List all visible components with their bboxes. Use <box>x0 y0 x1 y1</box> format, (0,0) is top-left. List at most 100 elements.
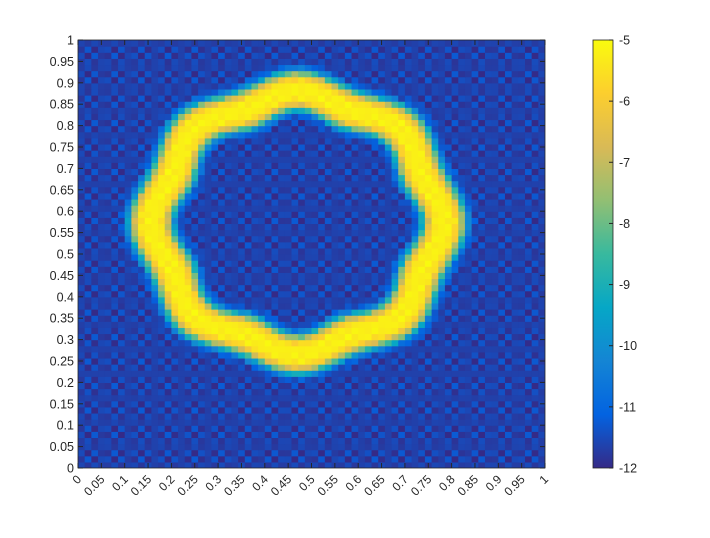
heatmap-cell <box>91 230 98 237</box>
heatmap-cell <box>271 346 278 353</box>
heatmap-cell <box>385 437 392 444</box>
heatmap-cell <box>125 52 132 59</box>
heatmap-cell <box>412 193 419 200</box>
heatmap-cell <box>332 95 339 102</box>
heatmap-cell <box>205 291 212 298</box>
heatmap-cell <box>171 327 178 334</box>
heatmap-cell <box>418 132 425 139</box>
heatmap-cell <box>131 407 138 414</box>
heatmap-cell <box>505 113 512 120</box>
heatmap-cell <box>452 205 459 212</box>
heatmap-cell <box>138 40 145 47</box>
heatmap-cell <box>205 462 212 469</box>
heatmap-cell <box>458 181 465 188</box>
heatmap-cell <box>312 431 319 438</box>
heatmap-cell <box>145 107 152 114</box>
heatmap-cell <box>452 456 459 463</box>
heatmap-cell <box>485 401 492 408</box>
heatmap-cell <box>318 230 325 237</box>
heatmap-cell <box>125 303 132 310</box>
heatmap-cell <box>245 89 252 96</box>
heatmap-cell <box>85 278 92 285</box>
heatmap-cell <box>352 401 359 408</box>
heatmap-cell <box>191 58 198 65</box>
heatmap-cell <box>98 352 105 359</box>
heatmap-cell <box>412 126 419 133</box>
heatmap-cell <box>305 437 312 444</box>
heatmap-cell <box>318 40 325 47</box>
heatmap-cell <box>178 95 185 102</box>
heatmap-cell <box>452 168 459 175</box>
heatmap-cell <box>151 89 158 96</box>
heatmap-cell <box>338 327 345 334</box>
heatmap-cell <box>178 425 185 432</box>
heatmap-cell <box>231 395 238 402</box>
heatmap-cell <box>512 425 519 432</box>
heatmap-cell <box>245 217 252 224</box>
heatmap-cell <box>358 138 365 145</box>
heatmap-cell <box>198 230 205 237</box>
heatmap-cell <box>318 162 325 169</box>
heatmap-cell <box>145 285 152 292</box>
heatmap-cell <box>131 83 138 90</box>
heatmap-cell <box>445 450 452 457</box>
heatmap-cell <box>372 382 379 389</box>
heatmap-cell <box>338 382 345 389</box>
heatmap-cell <box>198 132 205 139</box>
heatmap-cell <box>291 303 298 310</box>
heatmap-cell <box>131 211 138 218</box>
heatmap-cell <box>332 71 339 78</box>
heatmap-cell <box>498 52 505 59</box>
heatmap-cell <box>452 450 459 457</box>
heatmap-cell <box>191 199 198 206</box>
heatmap-cell <box>211 199 218 206</box>
heatmap-cell <box>365 113 372 120</box>
heatmap-cell <box>332 370 339 377</box>
heatmap-cell <box>538 193 545 200</box>
heatmap-cell <box>332 291 339 298</box>
heatmap-cell <box>465 291 472 298</box>
heatmap-cell <box>432 272 439 279</box>
heatmap-cell <box>432 223 439 230</box>
heatmap-cell <box>238 401 245 408</box>
heatmap-cell <box>378 101 385 108</box>
heatmap-cell <box>191 168 198 175</box>
heatmap-cell <box>338 321 345 328</box>
heatmap-cell <box>265 370 272 377</box>
heatmap-cell <box>352 431 359 438</box>
heatmap-cell <box>465 303 472 310</box>
heatmap-cell <box>291 223 298 230</box>
heatmap-cell <box>105 278 112 285</box>
heatmap-cell <box>365 303 372 310</box>
heatmap-cell <box>538 407 545 414</box>
heatmap-cell <box>91 315 98 322</box>
heatmap-cell <box>325 126 332 133</box>
heatmap-cell <box>218 431 225 438</box>
heatmap-cell <box>525 297 532 304</box>
heatmap-cell <box>231 52 238 59</box>
heatmap-cell <box>185 150 192 157</box>
heatmap-cell <box>298 64 305 71</box>
heatmap-cell <box>85 83 92 90</box>
heatmap-cell <box>105 230 112 237</box>
heatmap-cell <box>271 211 278 218</box>
heatmap-cell <box>412 425 419 432</box>
heatmap-cell <box>298 321 305 328</box>
heatmap-cell <box>198 119 205 126</box>
heatmap-cell <box>205 278 212 285</box>
heatmap-cell <box>138 150 145 157</box>
heatmap-cell <box>225 150 232 157</box>
heatmap-cell <box>318 211 325 218</box>
heatmap-cell <box>338 83 345 90</box>
heatmap-cell <box>492 437 499 444</box>
heatmap-cell <box>325 89 332 96</box>
heatmap-cell <box>398 456 405 463</box>
heatmap-cell <box>271 64 278 71</box>
heatmap-cell <box>332 107 339 114</box>
heatmap-cell <box>472 230 479 237</box>
heatmap-cell <box>238 242 245 249</box>
heatmap-cell <box>338 101 345 108</box>
heatmap-cell <box>385 340 392 347</box>
heatmap-cell <box>265 297 272 304</box>
heatmap-cell <box>432 407 439 414</box>
